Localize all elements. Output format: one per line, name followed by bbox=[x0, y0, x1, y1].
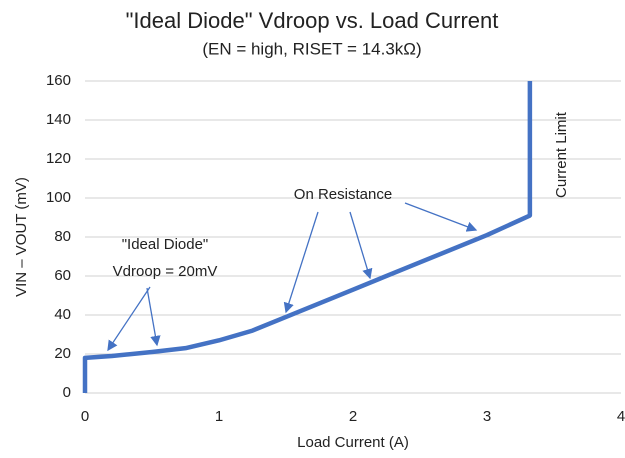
y-tick-label: 160 bbox=[46, 72, 71, 89]
y-tick-label: 40 bbox=[54, 306, 71, 323]
data-line bbox=[82, 81, 533, 393]
y-axis-label: VIN – VOUT (mV) bbox=[13, 177, 30, 297]
annotation: "Ideal Diode" bbox=[122, 236, 209, 253]
chart-subtitle: (EN = high, RISET = 14.3kΩ) bbox=[202, 39, 421, 58]
x-tick-label: 3 bbox=[483, 408, 491, 425]
x-tick-label: 1 bbox=[215, 408, 223, 425]
y-tick-label: 60 bbox=[54, 267, 71, 284]
y-tick-label: 0 bbox=[63, 384, 71, 401]
chart-title: "Ideal Diode" Vdroop vs. Load Current bbox=[126, 8, 499, 33]
y-tick-label: 140 bbox=[46, 111, 71, 128]
annotation: On Resistance bbox=[294, 186, 392, 203]
x-tick-label: 2 bbox=[349, 408, 357, 425]
y-tick-label: 120 bbox=[46, 150, 71, 167]
annotation: Vdroop = 20mV bbox=[113, 263, 218, 280]
y-tick-label: 100 bbox=[46, 189, 71, 206]
arrows bbox=[107, 202, 478, 352]
x-axis-label: Load Current (A) bbox=[297, 434, 409, 451]
y-tick-label: 20 bbox=[54, 345, 71, 362]
y-tick-label: 80 bbox=[54, 228, 71, 245]
x-tick-label: 0 bbox=[81, 408, 89, 425]
x-tick-label: 4 bbox=[617, 408, 625, 425]
annotation: Current Limit bbox=[553, 111, 570, 198]
